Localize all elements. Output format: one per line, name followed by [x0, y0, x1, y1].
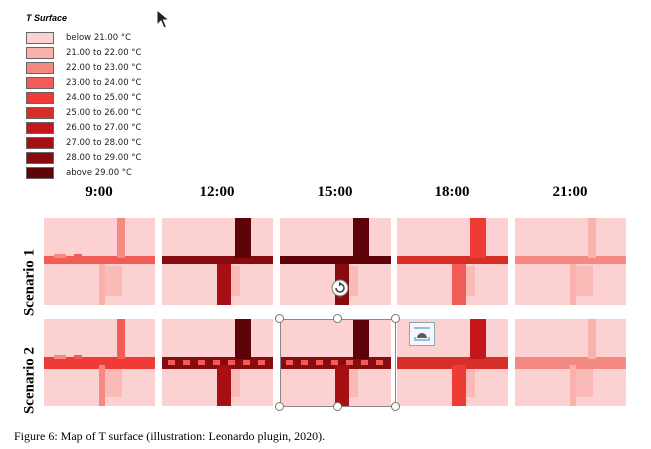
- temperature-map-panel: [515, 319, 626, 406]
- temperature-map-panel: [162, 218, 273, 305]
- legend-title: T Surface: [26, 13, 68, 23]
- temperature-map-panel: [515, 218, 626, 305]
- column-header-1500: 15:00: [317, 184, 353, 200]
- legend-label: 21.00 to 22.00 °C: [66, 48, 142, 58]
- rotate-handle-icon[interactable]: [330, 278, 350, 298]
- legend-swatch: [26, 32, 54, 44]
- legend-swatch: [26, 107, 54, 119]
- mouse-cursor-icon: [156, 8, 171, 29]
- resize-handle-top-right[interactable]: [391, 314, 400, 323]
- resize-handle-bottom[interactable]: [333, 402, 342, 411]
- legend-swatch: [26, 152, 54, 164]
- temperature-map-panel: [397, 319, 508, 406]
- legend-swatch: [26, 92, 54, 104]
- legend-swatch: [26, 47, 54, 59]
- legend-label: 26.00 to 27.00 °C: [66, 123, 142, 133]
- temperature-legend: T Surface below 21.00 °C 21.00 to 22.00 °…: [24, 10, 184, 185]
- resize-handle-top[interactable]: [333, 314, 342, 323]
- column-header-1200: 12:00: [199, 184, 235, 200]
- column-header-2100: 21:00: [552, 184, 588, 200]
- legend-label: 28.00 to 29.00 °C: [66, 153, 142, 163]
- layout-options-icon[interactable]: [409, 322, 435, 346]
- legend-swatch: [26, 77, 54, 89]
- legend-label: 25.00 to 26.00 °C: [66, 108, 142, 118]
- image-selection-box[interactable]: [280, 319, 396, 407]
- legend-label: below 21.00 °C: [66, 33, 132, 43]
- temperature-map-panel: [44, 319, 155, 406]
- column-header-1800: 18:00: [434, 184, 470, 200]
- legend-label: 22.00 to 23.00 °C: [66, 63, 142, 73]
- resize-handle-bottom-left[interactable]: [275, 402, 284, 411]
- resize-handle-top-left[interactable]: [275, 314, 284, 323]
- legend-label: 27.00 to 28.00 °C: [66, 138, 142, 148]
- row-label-scenario-1: Scenario 1: [21, 248, 38, 317]
- legend-swatch: [26, 122, 54, 134]
- legend-swatch: [26, 167, 54, 179]
- figure-caption: Figure 6: Map of T surface (illustration…: [14, 429, 326, 443]
- temperature-map-panel: [397, 218, 508, 305]
- legend-label: above 29.00 °C: [66, 168, 132, 178]
- resize-handle-bottom-right[interactable]: [391, 402, 400, 411]
- row-label-scenario-2: Scenario 2: [21, 346, 38, 415]
- temperature-map-panel: [162, 319, 273, 406]
- temperature-map-panel: [280, 319, 391, 406]
- temperature-map-panel: [44, 218, 155, 305]
- column-header-0900: 9:00: [85, 184, 113, 200]
- legend-swatch: [26, 137, 54, 149]
- legend-label: 24.00 to 25.00 °C: [66, 93, 142, 103]
- legend-label: 23.00 to 24.00 °C: [66, 78, 142, 88]
- legend-swatch: [26, 62, 54, 74]
